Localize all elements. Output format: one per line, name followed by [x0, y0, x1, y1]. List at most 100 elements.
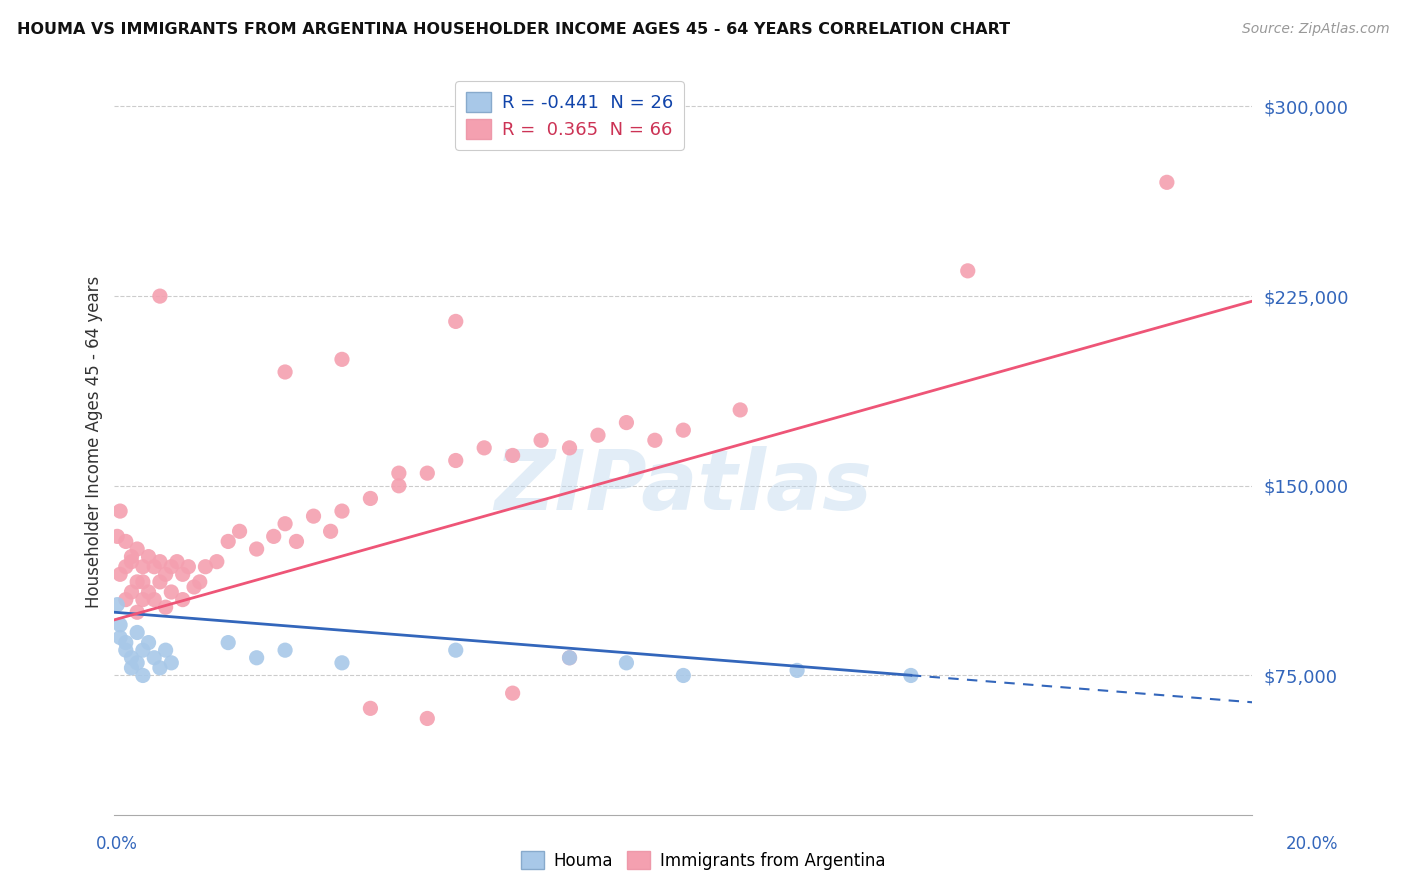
Point	[194, 559, 217, 574]
Point	[160, 656, 183, 670]
Point	[502, 449, 524, 463]
Point	[108, 631, 131, 645]
Y-axis label: Householder Income Ages 45 - 64 years: Householder Income Ages 45 - 64 years	[86, 276, 103, 607]
Point	[728, 403, 751, 417]
Point	[900, 668, 922, 682]
Point	[114, 559, 136, 574]
Point	[149, 574, 172, 589]
Point	[444, 643, 467, 657]
Point	[416, 466, 439, 480]
Point	[472, 441, 495, 455]
Point	[105, 598, 128, 612]
Point	[319, 524, 342, 539]
Point	[121, 650, 143, 665]
Point	[127, 656, 149, 670]
Point	[143, 559, 166, 574]
Point	[558, 441, 581, 455]
Point	[105, 529, 128, 543]
Point	[108, 618, 131, 632]
Point	[132, 668, 155, 682]
Point	[114, 635, 136, 649]
Point	[444, 314, 467, 328]
Point	[644, 434, 666, 448]
Point	[274, 643, 297, 657]
Point	[228, 524, 250, 539]
Point	[330, 352, 353, 367]
Point	[359, 491, 381, 506]
Point	[172, 567, 194, 582]
Text: 20.0%: 20.0%	[1286, 835, 1339, 853]
Point	[205, 555, 228, 569]
Point	[416, 711, 439, 725]
Point	[558, 650, 581, 665]
Text: HOUMA VS IMMIGRANTS FROM ARGENTINA HOUSEHOLDER INCOME AGES 45 - 64 YEARS CORRELA: HOUMA VS IMMIGRANTS FROM ARGENTINA HOUSE…	[17, 22, 1010, 37]
Point	[132, 559, 155, 574]
Point	[143, 592, 166, 607]
Point	[114, 643, 136, 657]
Point	[672, 423, 695, 437]
Point	[149, 661, 172, 675]
Point	[132, 592, 155, 607]
Point	[114, 592, 136, 607]
Point	[127, 541, 149, 556]
Point	[132, 574, 155, 589]
Point	[121, 549, 143, 564]
Point	[127, 605, 149, 619]
Text: 0.0%: 0.0%	[96, 835, 138, 853]
Legend: Houma, Immigrants from Argentina: Houma, Immigrants from Argentina	[513, 845, 893, 877]
Point	[246, 541, 269, 556]
Point	[444, 453, 467, 467]
Point	[586, 428, 609, 442]
Point	[188, 574, 211, 589]
Point	[149, 555, 172, 569]
Point	[388, 466, 411, 480]
Point	[155, 643, 177, 657]
Point	[138, 549, 160, 564]
Point	[138, 585, 160, 599]
Point	[160, 559, 183, 574]
Point	[388, 479, 411, 493]
Point	[217, 534, 239, 549]
Text: ZIPatlas: ZIPatlas	[495, 446, 872, 527]
Point	[274, 516, 297, 531]
Point	[302, 509, 325, 524]
Point	[108, 504, 131, 518]
Point	[285, 534, 308, 549]
Point	[121, 555, 143, 569]
Point	[956, 264, 979, 278]
Text: Source: ZipAtlas.com: Source: ZipAtlas.com	[1241, 22, 1389, 37]
Point	[217, 635, 239, 649]
Point	[155, 567, 177, 582]
Point	[127, 574, 149, 589]
Legend: R = -0.441  N = 26, R =  0.365  N = 66: R = -0.441 N = 26, R = 0.365 N = 66	[456, 81, 685, 150]
Point	[172, 592, 194, 607]
Point	[558, 650, 581, 665]
Point	[274, 365, 297, 379]
Point	[786, 664, 808, 678]
Point	[530, 434, 553, 448]
Point	[138, 635, 160, 649]
Point	[330, 656, 353, 670]
Point	[108, 567, 131, 582]
Point	[1156, 175, 1178, 189]
Point	[127, 625, 149, 640]
Point	[183, 580, 205, 594]
Point	[160, 585, 183, 599]
Point	[616, 416, 638, 430]
Point	[616, 656, 638, 670]
Point	[114, 534, 136, 549]
Point	[263, 529, 285, 543]
Point	[246, 650, 269, 665]
Point	[330, 504, 353, 518]
Point	[155, 600, 177, 615]
Point	[149, 289, 172, 303]
Point	[143, 650, 166, 665]
Point	[359, 701, 381, 715]
Point	[121, 661, 143, 675]
Point	[177, 559, 200, 574]
Point	[502, 686, 524, 700]
Point	[672, 668, 695, 682]
Point	[121, 585, 143, 599]
Point	[132, 643, 155, 657]
Point	[166, 555, 188, 569]
